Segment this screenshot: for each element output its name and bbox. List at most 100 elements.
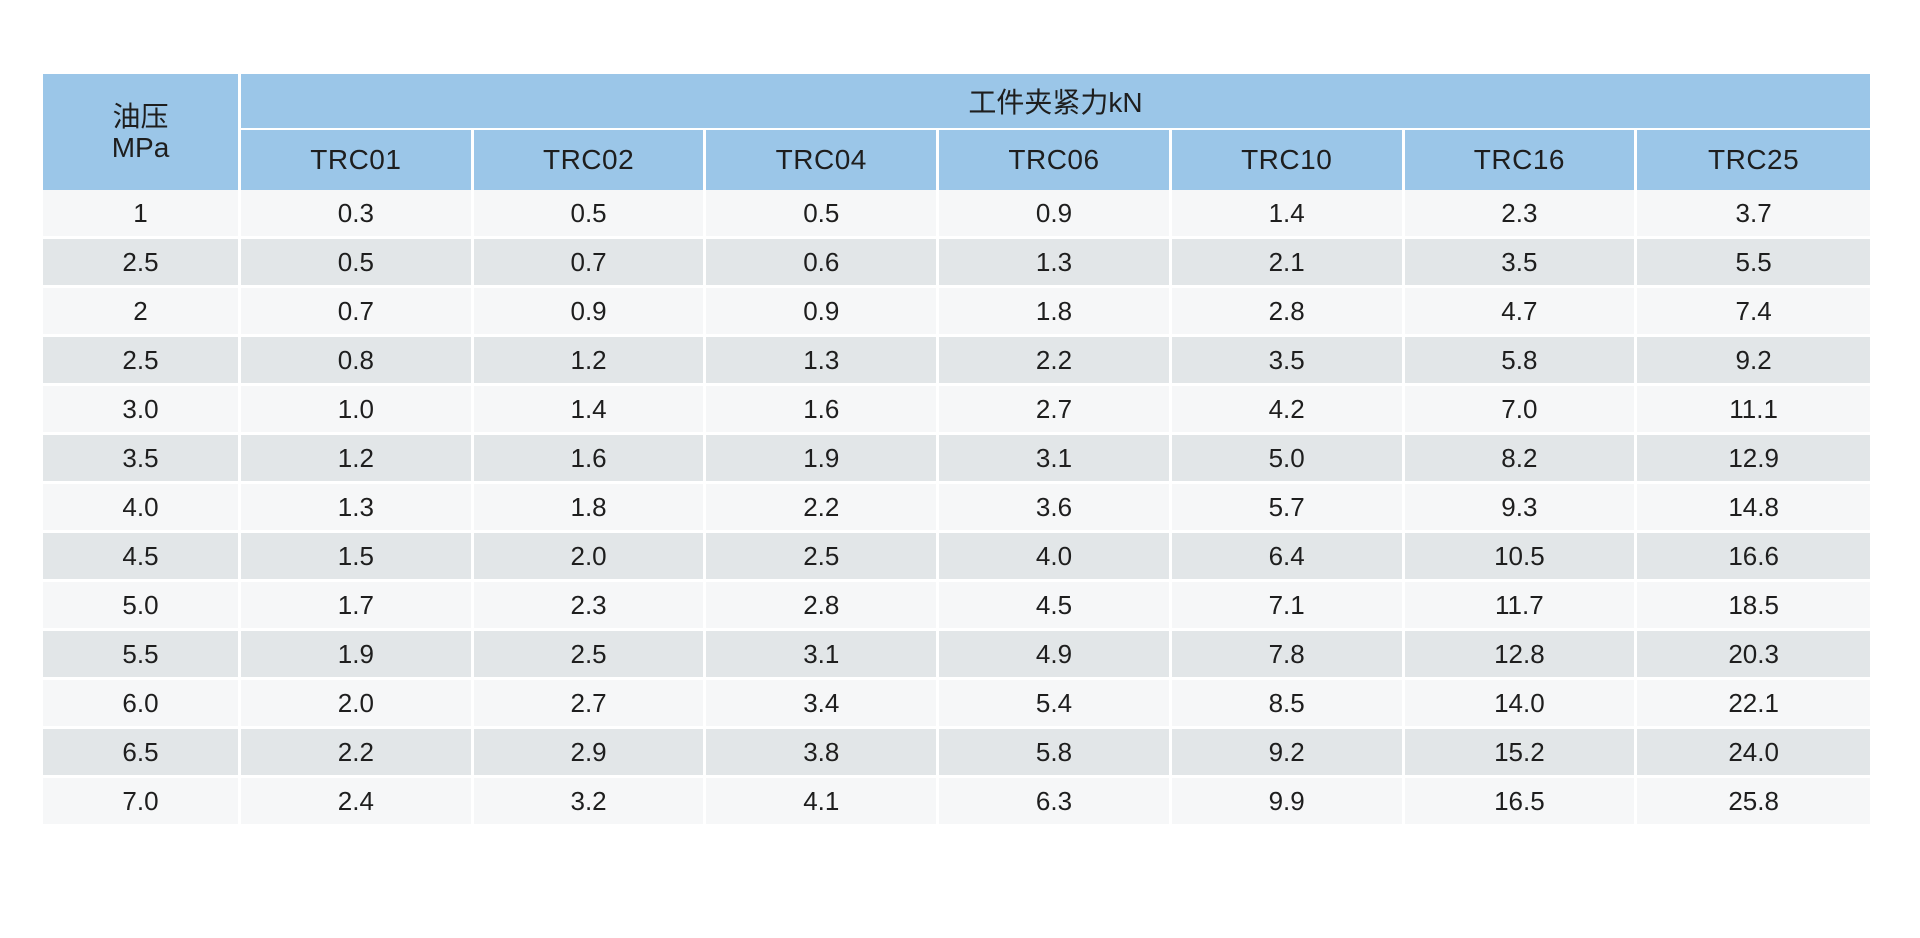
force-cell-trc16: 9.3 [1404,484,1638,533]
force-cell-trc10: 3.5 [1171,337,1405,386]
force-cell-trc25: 16.6 [1637,533,1870,582]
table-body: 1 0.3 0.5 0.5 0.9 1.4 2.3 3.7 2.5 0.5 0.7 0.6 1.3 2.1… [43,190,1870,827]
force-cell-trc06: 5.8 [939,729,1172,778]
force-cell-trc01: 0.5 [241,239,474,288]
pressure-cell: 5.0 [43,582,242,631]
force-cell-trc04: 0.6 [706,239,940,288]
force-cell-trc25: 7.4 [1637,288,1870,337]
force-cell-trc01: 1.3 [241,484,474,533]
force-cell-trc06: 2.2 [939,337,1172,386]
model-header-trc06: TRC06 [939,130,1172,190]
force-cell-trc02: 3.2 [473,778,707,827]
force-cell-trc04: 3.8 [706,729,940,778]
force-cell-trc10: 5.7 [1171,484,1405,533]
force-cell-trc25: 25.8 [1637,778,1870,827]
force-cell-trc16: 2.3 [1404,190,1638,239]
clamping-force-table: 油压 MPa 工件夹紧力kN TRC01 TRC02 TRC04 TRC06 T… [43,74,1870,827]
model-header-trc25: TRC25 [1637,130,1870,190]
force-cell-trc04: 3.4 [706,680,940,729]
model-header-trc02: TRC02 [473,130,707,190]
force-cell-trc16: 8.2 [1404,435,1638,484]
force-cell-trc25: 22.1 [1637,680,1870,729]
force-cell-trc06: 1.3 [939,239,1172,288]
force-cell-trc25: 14.8 [1637,484,1870,533]
header-row-top: 油压 MPa 工件夹紧力kN [43,74,1870,190]
force-cell-trc02: 0.5 [473,190,707,239]
table-row: 6.0 2.0 2.7 3.4 5.4 8.5 14.0 22.1 [43,680,1870,729]
table-row: 5.0 1.7 2.3 2.8 4.5 7.1 11.7 18.5 [43,582,1870,631]
force-cell-trc16: 3.5 [1404,239,1638,288]
force-cell-trc06: 2.7 [939,386,1172,435]
force-cell-trc01: 2.2 [241,729,474,778]
force-cell-trc01: 0.8 [241,337,474,386]
force-cell-trc25: 9.2 [1637,337,1870,386]
force-cell-trc01: 1.2 [241,435,474,484]
force-cell-trc25: 5.5 [1637,239,1870,288]
force-cell-trc10: 9.9 [1171,778,1405,827]
force-cell-trc02: 2.3 [473,582,707,631]
force-cell-trc10: 7.1 [1171,582,1405,631]
table-row: 2.5 0.5 0.7 0.6 1.3 2.1 3.5 5.5 [43,239,1870,288]
force-cell-trc02: 1.8 [473,484,707,533]
pressure-cell: 2 [43,288,242,337]
force-cell-trc10: 1.4 [1171,190,1405,239]
pressure-cell: 1 [43,190,242,239]
force-cell-trc10: 7.8 [1171,631,1405,680]
force-cell-trc10: 2.8 [1171,288,1405,337]
force-cell-trc25: 11.1 [1637,386,1870,435]
force-cell-trc04: 4.1 [706,778,940,827]
force-cell-trc10: 2.1 [1171,239,1405,288]
force-cell-trc06: 3.6 [939,484,1172,533]
force-cell-trc02: 2.7 [473,680,707,729]
force-cell-trc04: 2.5 [706,533,940,582]
pressure-cell: 4.5 [43,533,242,582]
force-cell-trc06: 4.5 [939,582,1172,631]
pressure-label-unit: MPa [111,132,170,163]
force-cell-trc10: 9.2 [1171,729,1405,778]
force-cell-trc04: 3.1 [706,631,940,680]
pressure-cell: 2.5 [43,337,242,386]
force-cell-trc01: 1.9 [241,631,474,680]
model-header-trc04: TRC04 [706,130,940,190]
model-header-trc01: TRC01 [241,130,474,190]
table-row: 4.5 1.5 2.0 2.5 4.0 6.4 10.5 16.6 [43,533,1870,582]
pressure-cell: 3.5 [43,435,242,484]
pressure-cell: 5.5 [43,631,242,680]
table-row: 4.0 1.3 1.8 2.2 3.6 5.7 9.3 14.8 [43,484,1870,533]
model-header-trc10: TRC10 [1171,130,1405,190]
model-header-trc16: TRC16 [1404,130,1638,190]
table-row: 6.5 2.2 2.9 3.8 5.8 9.2 15.2 24.0 [43,729,1870,778]
force-cell-trc02: 1.6 [473,435,707,484]
force-cell-trc01: 1.0 [241,386,474,435]
pressure-cell: 7.0 [43,778,242,827]
force-cell-trc02: 0.7 [473,239,707,288]
force-cell-trc04: 2.2 [706,484,940,533]
force-cell-trc04: 2.8 [706,582,940,631]
force-cell-trc16: 11.7 [1404,582,1638,631]
force-cell-trc04: 1.3 [706,337,940,386]
pressure-cell: 6.0 [43,680,242,729]
force-cell-trc02: 1.4 [473,386,707,435]
pressure-cell: 2.5 [43,239,242,288]
force-cell-trc02: 1.2 [473,337,707,386]
force-cell-trc10: 4.2 [1171,386,1405,435]
table-row: 1 0.3 0.5 0.5 0.9 1.4 2.3 3.7 [43,190,1870,239]
table-row: 2.5 0.8 1.2 1.3 2.2 3.5 5.8 9.2 [43,337,1870,386]
force-cell-trc02: 2.9 [473,729,707,778]
clamping-force-table-container: 油压 MPa 工件夹紧力kN TRC01 TRC02 TRC04 TRC06 T… [43,74,1870,827]
force-cell-trc16: 4.7 [1404,288,1638,337]
force-cell-trc01: 2.4 [241,778,474,827]
force-cell-trc01: 0.7 [241,288,474,337]
table-row: 3.0 1.0 1.4 1.6 2.7 4.2 7.0 11.1 [43,386,1870,435]
force-cell-trc02: 2.0 [473,533,707,582]
force-cell-trc04: 0.9 [706,288,940,337]
force-cell-trc25: 24.0 [1637,729,1870,778]
force-cell-trc10: 6.4 [1171,533,1405,582]
force-cell-trc16: 14.0 [1404,680,1638,729]
force-cell-trc16: 12.8 [1404,631,1638,680]
force-cell-trc04: 1.6 [706,386,940,435]
force-cell-trc06: 4.9 [939,631,1172,680]
force-cell-trc16: 15.2 [1404,729,1638,778]
force-cell-trc02: 0.9 [473,288,707,337]
pressure-cell: 3.0 [43,386,242,435]
